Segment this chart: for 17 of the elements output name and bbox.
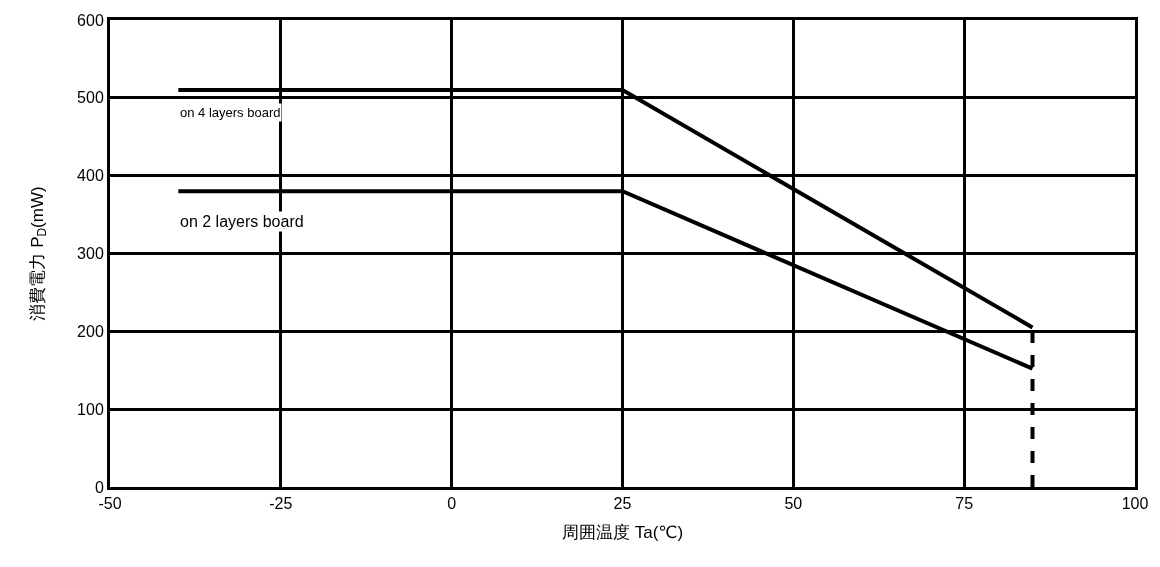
y-tick-label: 600	[77, 11, 104, 29]
y-tick-label: 0	[94, 478, 104, 496]
x-tick-label: 75	[955, 495, 974, 513]
y-tick-label: 100	[77, 400, 104, 418]
y-tick-label: 400	[77, 167, 104, 185]
x-tick-label: 0	[447, 495, 457, 513]
x-axis-title: 周囲温度 Ta(℃)	[561, 522, 684, 542]
y-tick-label: 200	[77, 322, 104, 340]
x-tick-label: -25	[269, 495, 293, 513]
y-tick-label: 300	[77, 245, 104, 263]
x-tick-label: 25	[613, 495, 632, 513]
x-tick-label: 50	[784, 495, 803, 513]
x-tick-label: 100	[1121, 495, 1149, 513]
series-label: on 4 layers board	[180, 105, 281, 120]
y-tick-label: 500	[77, 89, 104, 107]
series-label: on 2 layers board	[180, 213, 304, 230]
x-tick-label: -50	[98, 495, 122, 513]
